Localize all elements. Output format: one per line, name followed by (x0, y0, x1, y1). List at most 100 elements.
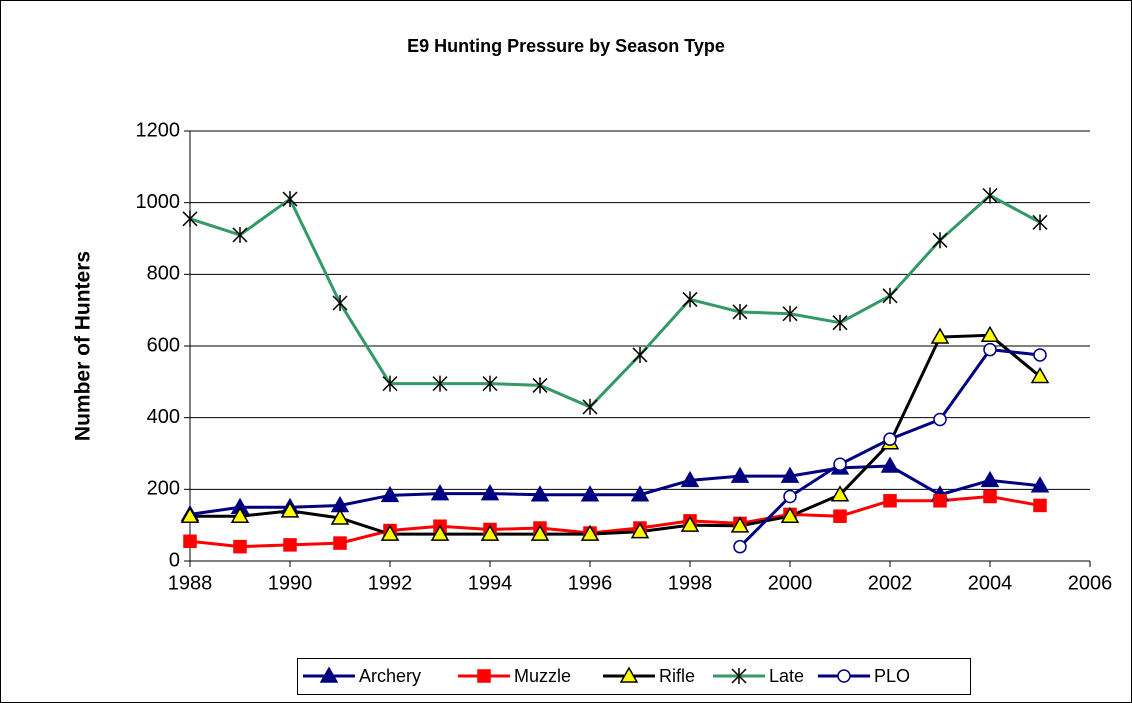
y-tick-label: 600 (147, 334, 180, 356)
marker (432, 375, 448, 392)
x-tick-label: 1998 (668, 572, 713, 594)
marker (1033, 348, 1047, 362)
marker (1030, 476, 1050, 493)
legend-label: Archery (359, 666, 421, 686)
x-tick-label: 2004 (968, 572, 1013, 594)
marker (730, 466, 750, 483)
series-line (189, 193, 1041, 409)
marker (982, 187, 998, 204)
x-tick-label: 1994 (468, 572, 513, 594)
marker (580, 524, 600, 541)
y-axis-label: Number of Hunters (72, 251, 95, 441)
y-tick-label: 0 (169, 549, 180, 571)
marker (630, 522, 650, 539)
marker (733, 539, 747, 554)
marker (280, 501, 300, 518)
legend-item: Muzzle (458, 666, 571, 686)
marker (782, 305, 798, 322)
marker (680, 470, 700, 488)
marker (430, 524, 450, 541)
marker (932, 232, 948, 249)
y-tick-label: 1000 (136, 191, 181, 213)
marker (530, 524, 550, 541)
marker (933, 412, 947, 427)
marker (230, 506, 250, 523)
marker (980, 325, 1000, 342)
x-tick-label: 1992 (368, 572, 413, 594)
marker (480, 484, 500, 501)
y-tick-label: 800 (147, 263, 180, 285)
marker (333, 536, 347, 550)
marker (380, 524, 400, 541)
series-line (190, 333, 1041, 536)
series-line (189, 464, 1041, 516)
marker (632, 346, 648, 363)
marker (980, 470, 1000, 488)
marker (1030, 366, 1050, 384)
marker (532, 377, 548, 394)
legend-label: Muzzle (514, 666, 571, 686)
legend-label: Late (769, 666, 804, 686)
marker (619, 666, 639, 683)
marker (883, 494, 897, 508)
marker (880, 456, 900, 473)
marker (833, 509, 847, 523)
marker (682, 291, 698, 308)
marker (182, 210, 198, 227)
marker (282, 191, 298, 208)
marker (283, 538, 297, 552)
marker (477, 669, 491, 683)
marker (832, 314, 848, 331)
marker (983, 342, 997, 357)
marker (983, 489, 997, 504)
y-tick-label: 200 (147, 478, 180, 500)
legend-item: Rifle (603, 666, 695, 686)
marker (732, 303, 748, 320)
marker (482, 375, 498, 392)
legend-label: Rifle (659, 666, 695, 686)
x-tick-label: 2000 (768, 572, 813, 594)
marker (319, 666, 339, 683)
marker (1033, 498, 1047, 513)
marker (730, 516, 750, 533)
marker (233, 539, 247, 554)
x-tick-label: 2006 (1068, 572, 1113, 594)
marker (330, 508, 350, 525)
legend-item: Archery (303, 666, 421, 686)
y-tick-label: 1200 (136, 119, 181, 141)
legend-label: PLO (874, 666, 910, 686)
marker (830, 485, 850, 502)
x-tick-label: 2002 (868, 572, 913, 594)
marker (232, 226, 248, 243)
marker (183, 534, 197, 549)
chart-title: E9 Hunting Pressure by Season Type (407, 36, 725, 56)
marker (582, 398, 598, 415)
x-tick-label: 1996 (568, 572, 613, 594)
marker (837, 669, 851, 683)
marker (930, 327, 950, 344)
y-tick-label: 400 (147, 406, 180, 428)
marker (630, 485, 650, 502)
marker (780, 466, 800, 483)
x-tick-label: 1990 (268, 572, 313, 594)
marker (382, 375, 398, 392)
marker (783, 489, 797, 504)
marker (780, 506, 800, 523)
marker (430, 484, 450, 501)
marker (580, 485, 600, 502)
x-tick-label: 1988 (168, 572, 213, 594)
marker (833, 457, 847, 471)
series-line (189, 494, 1041, 549)
marker (882, 287, 898, 304)
marker (180, 506, 200, 523)
marker (1032, 214, 1048, 231)
marker (680, 515, 700, 532)
legend-item: Late (713, 666, 804, 686)
marker (380, 485, 400, 503)
legend-item: PLO (818, 666, 910, 686)
marker (883, 432, 897, 446)
marker (480, 524, 500, 541)
marker (530, 485, 550, 502)
